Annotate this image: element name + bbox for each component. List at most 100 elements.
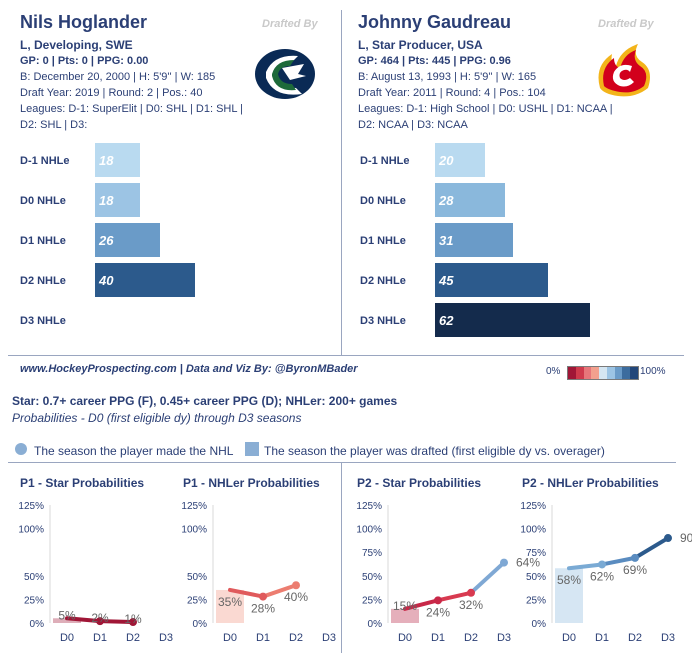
- player1-drafted-by: Drafted By: [262, 18, 318, 30]
- player1-leagues-1: Leagues: D-1: SuperElit | D0: SHL | D1: …: [20, 103, 243, 115]
- nhle-bar-value: 18: [99, 153, 114, 168]
- chart-title-p2-star: P2 - Star Probabilities: [357, 476, 482, 490]
- data-point: [292, 581, 300, 590]
- series-line: [600, 555, 637, 567]
- data-label: 90%: [680, 531, 692, 545]
- player2-bio: B: August 13, 1993 | H: 5'9'' | W: 165: [358, 71, 537, 83]
- y-tick-label: 50%: [24, 572, 44, 583]
- y-tick-label: 125%: [520, 501, 546, 512]
- data-point: [500, 558, 508, 567]
- nhle-row-label: D0 NHLe: [20, 195, 66, 207]
- nhle-bar: [95, 263, 195, 297]
- nhle-row-label: D3 NHLe: [360, 315, 406, 327]
- nhle-bar: [95, 183, 140, 217]
- nhle-row-label: D0 NHLe: [360, 195, 406, 207]
- y-tick-label: 125%: [181, 501, 207, 512]
- scale-max-label: 100%: [640, 366, 666, 377]
- y-tick-label: 100%: [181, 525, 207, 536]
- footer-divider: [8, 355, 684, 356]
- y-tick-label: 100%: [18, 525, 44, 536]
- x-tick-label: D0: [398, 632, 412, 644]
- nhle-bar-value: 31: [439, 233, 454, 248]
- data-point: [129, 618, 137, 627]
- color-scale-swatch: [575, 367, 584, 379]
- y-tick-label: 75%: [526, 548, 546, 559]
- x-tick-label: D1: [256, 632, 270, 644]
- data-label: 15%: [393, 599, 417, 613]
- x-tick-label: D2: [628, 632, 642, 644]
- nhle-row-label: D1 NHLe: [360, 235, 406, 247]
- chart-title-p2-nhler: P2 - NHLer Probabilities: [522, 476, 659, 490]
- data-point: [96, 617, 104, 626]
- x-tick-label: D3: [661, 632, 675, 644]
- flames-logo-icon: [598, 44, 650, 97]
- nhle-bar-value: 26: [99, 233, 114, 248]
- square-marker-icon: [245, 442, 259, 456]
- y-tick-label: 100%: [356, 525, 382, 536]
- x-tick-label: D1: [595, 632, 609, 644]
- data-label: 1%: [124, 612, 142, 626]
- legend-square-label: The season the player was drafted (first…: [264, 444, 605, 458]
- nhle-row-label: D-1 NHLe: [360, 155, 410, 167]
- data-point: [598, 560, 606, 569]
- nhle-bar-value: 18: [99, 193, 114, 208]
- color-scale-swatch: [583, 367, 592, 379]
- data-label: 24%: [426, 605, 450, 619]
- nhle-bar-value: 28: [439, 193, 454, 208]
- y-tick-label: 0%: [532, 619, 547, 630]
- y-tick-label: 0%: [30, 619, 45, 630]
- nhle-row-label: D3 NHLe: [20, 315, 66, 327]
- data-point: [631, 553, 639, 562]
- chart-title-p1-nhler: P1 - NHLer Probabilities: [183, 476, 320, 490]
- nhle-bar-value: 40: [99, 273, 114, 288]
- player-divider: [341, 10, 342, 355]
- data-label: 32%: [459, 598, 483, 612]
- data-label: 28%: [251, 602, 275, 616]
- data-label: 35%: [218, 595, 242, 609]
- x-tick-label: D2: [464, 632, 478, 644]
- scale-min-label: 0%: [546, 366, 561, 377]
- data-label: 62%: [590, 569, 614, 583]
- series-line: [469, 560, 506, 595]
- data-point: [434, 596, 442, 605]
- y-tick-label: 50%: [526, 572, 546, 583]
- y-tick-label: 25%: [526, 595, 546, 606]
- color-scale: [567, 366, 639, 380]
- series-line: [403, 598, 440, 611]
- x-tick-label: D0: [60, 632, 74, 644]
- player1-name: Nils Hoglander: [20, 12, 148, 32]
- x-tick-label: D1: [431, 632, 445, 644]
- draft-season-marker: [555, 568, 583, 623]
- player2-drafted-by: Drafted By: [598, 18, 654, 30]
- nhle-bar-value: 20: [439, 153, 454, 168]
- y-tick-label: 75%: [362, 548, 382, 559]
- color-scale-swatch: [614, 367, 623, 379]
- player2-subtitle: L, Star Producer, USA: [358, 38, 483, 52]
- nhle-bar: [435, 303, 590, 337]
- player2-stats: GP: 464 | Pts: 445 | PPG: 0.96: [358, 55, 511, 67]
- y-tick-label: 50%: [187, 572, 207, 583]
- y-tick-label: 125%: [18, 501, 44, 512]
- data-label: 40%: [284, 590, 308, 604]
- player2-leagues-2: D2: NCAA | D3: NCAA: [358, 119, 468, 131]
- probability-divider: [341, 462, 342, 653]
- color-scale-swatch: [599, 367, 607, 379]
- y-tick-label: 25%: [187, 595, 207, 606]
- series-line: [436, 590, 473, 603]
- series-line: [65, 616, 102, 624]
- data-label: 2%: [91, 611, 109, 625]
- x-tick-label: D3: [497, 632, 511, 644]
- y-tick-label: 0%: [368, 619, 383, 630]
- definition-line-2: Probabilities - D0 (first eligible dy) t…: [12, 411, 302, 425]
- nhle-row-label: D-1 NHLe: [20, 155, 70, 167]
- color-scale-swatch: [568, 367, 576, 379]
- nhle-bar: [435, 263, 548, 297]
- credits: www.HockeyProspecting.com | Data and Viz…: [20, 363, 358, 375]
- draft-season-marker: [53, 618, 81, 623]
- data-point: [467, 588, 475, 597]
- color-scale-swatch: [591, 367, 600, 379]
- y-tick-label: 100%: [520, 525, 546, 536]
- nhle-row-label: D2 NHLe: [20, 275, 66, 287]
- color-scale-swatch: [606, 367, 615, 379]
